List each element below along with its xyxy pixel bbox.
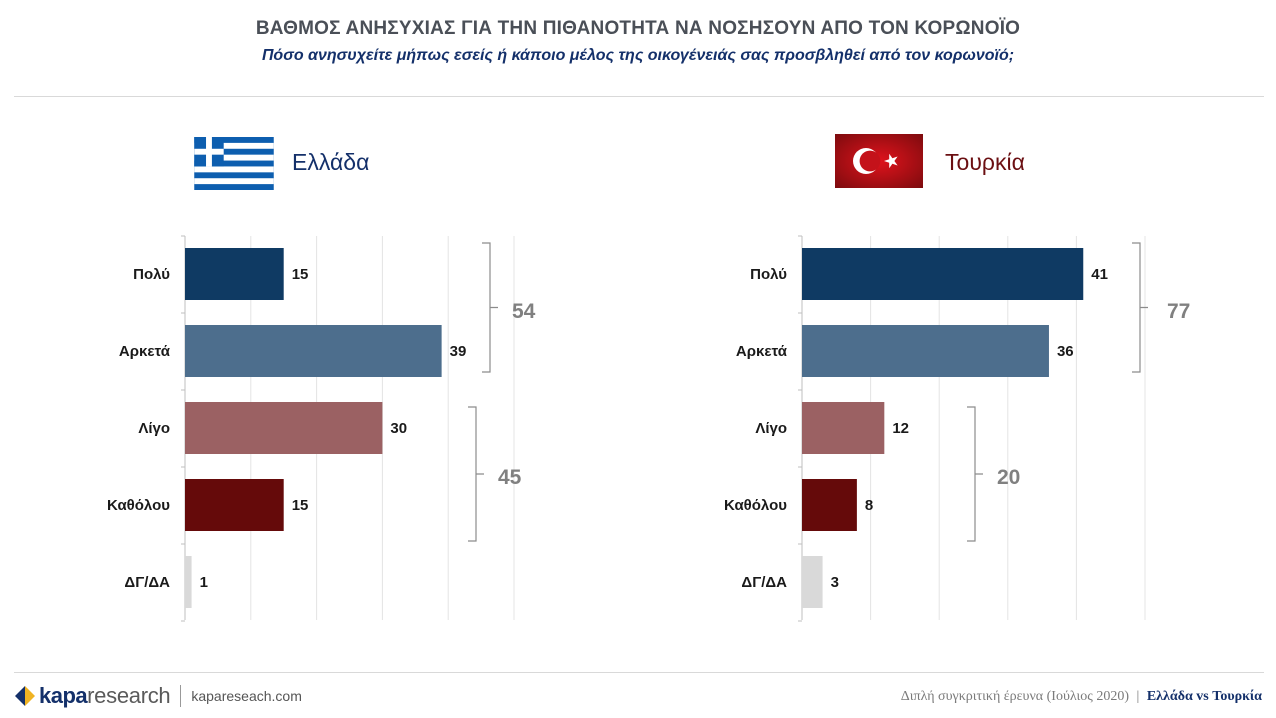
greece-value-label: 30	[390, 420, 407, 437]
survey-note: Διπλή συγκριτική έρευνα (Ιούλιος 2020) |…	[901, 689, 1262, 705]
greece-bar	[185, 325, 442, 377]
turkey-category-label: ΔΓ/ΔΑ	[741, 574, 787, 591]
turkey-value-label: 36	[1057, 343, 1074, 360]
greece-bar	[185, 248, 284, 300]
turkey-category-label: Λίγο	[755, 420, 787, 437]
greece-category-label: Καθόλου	[107, 497, 170, 514]
greece-bar	[185, 479, 284, 531]
survey-note-highlight: Ελλάδα vs Τουρκία	[1146, 689, 1262, 704]
greece-value-label: 39	[450, 343, 467, 360]
greece-group-bracket	[468, 406, 484, 542]
turkey-category-label: Καθόλου	[724, 497, 787, 514]
page-subtitle: Πόσο ανησυχείτε μήπως εσείς ή κάποιο μέλ…	[261, 47, 1015, 64]
bottom-divider	[14, 672, 1264, 673]
turkey-group-bracket	[967, 406, 983, 542]
turkey-value-label: 41	[1091, 266, 1108, 283]
greece-category-label: ΔΓ/ΔΑ	[124, 574, 170, 591]
kapa-research-logo: kapa research kapareseach.com	[14, 682, 302, 710]
greece-category-label: Πολύ	[133, 266, 170, 283]
turkey-value-label: 12	[892, 420, 909, 437]
turkey-category-label: Αρκετά	[736, 343, 788, 360]
greece-bar	[185, 402, 383, 454]
brand-bold: kapa	[39, 683, 88, 708]
turkey-group-bracket	[1132, 242, 1148, 373]
country-label-greece: Ελλάδα	[292, 149, 370, 175]
survey-note-separator: |	[1136, 689, 1140, 704]
greece-value-label: 1	[200, 574, 208, 591]
greece-group-total: 45	[498, 466, 522, 489]
brand-divider	[180, 685, 182, 707]
greece-value-label: 15	[292, 497, 309, 514]
turkey-bar	[802, 402, 885, 454]
greece-category-label: Λίγο	[138, 420, 170, 437]
turkey-category-label: Πολύ	[750, 266, 787, 283]
greece-bar	[185, 556, 192, 608]
turkey-group-total: 77	[1167, 300, 1190, 323]
website-link[interactable]: kapareseach.com	[191, 688, 302, 704]
turkey-flag	[835, 134, 923, 188]
greece-group-bracket	[482, 242, 498, 373]
turkey-bar	[802, 556, 823, 608]
turkey-group-total: 20	[997, 466, 1020, 489]
top-divider	[14, 96, 1264, 97]
page-title: ΒΑΘΜΟΣ ΑΝΗΣΥΧΙΑΣ ΓΙΑ ΤΗΝ ΠΙΘΑΝΟΤΗΤΑ ΝΑ Ν…	[255, 18, 1021, 39]
greece-flag	[194, 137, 274, 190]
turkey-bar	[802, 325, 1049, 377]
kapa-logo-icon	[15, 686, 35, 706]
turkey-value-label: 8	[865, 497, 873, 514]
greece-group-total: 54	[512, 300, 536, 323]
greece-category-label: Αρκετά	[119, 343, 171, 360]
brand-light: research	[87, 683, 171, 708]
turkey-bar	[802, 479, 857, 531]
country-label-turkey: Τουρκία	[945, 149, 1025, 175]
greece-value-label: 15	[292, 266, 309, 283]
survey-note-text: Διπλή συγκριτική έρευνα (Ιούλιος 2020)	[900, 689, 1129, 704]
turkey-bar	[802, 248, 1084, 300]
turkey-value-label: 3	[831, 574, 839, 591]
